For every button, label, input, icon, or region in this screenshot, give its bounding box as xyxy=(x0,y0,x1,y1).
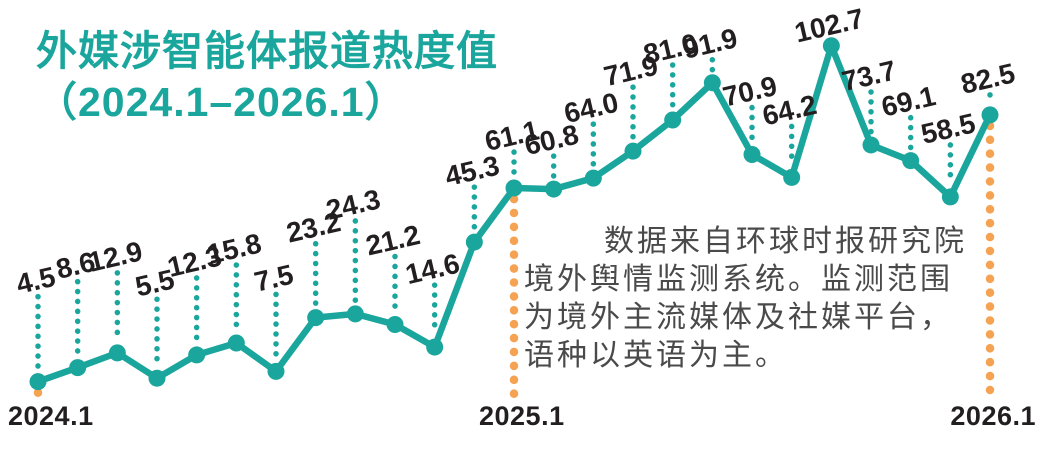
x-axis-label-2024: 2024.1 xyxy=(8,401,94,431)
data-point xyxy=(981,106,999,124)
data-point xyxy=(386,315,404,333)
title-line-1: 外媒涉智能体报道热度值 xyxy=(36,28,498,74)
annotation-line: 数据来自环球时报研究院 xyxy=(604,225,967,258)
data-point xyxy=(545,180,563,198)
source-annotation: 数据来自环球时报研究院 境外舆情监测系统。监测范围 为境外主流媒体及社媒平台， … xyxy=(524,223,994,375)
annotation-line: 语种以英语为主。 xyxy=(524,339,788,372)
data-point xyxy=(227,334,245,352)
data-point-label: 15.8 xyxy=(204,227,264,269)
x-axis-label-2026: 2026.1 xyxy=(950,401,1036,431)
data-point xyxy=(505,179,523,197)
data-point-label: 24.3 xyxy=(323,183,383,225)
data-point xyxy=(267,362,285,380)
annotation-line: 境外舆情监测系统。监测范围 xyxy=(524,263,953,296)
data-point xyxy=(108,344,126,362)
page-title: 外媒涉智能体报道热度值 （2024.1–2026.1） xyxy=(36,26,498,128)
data-point xyxy=(664,111,682,129)
data-point xyxy=(307,309,325,327)
data-point xyxy=(703,74,721,92)
annotation-line: 为境外主流媒体及社媒平台， xyxy=(524,301,953,334)
data-point xyxy=(862,136,880,154)
data-point xyxy=(783,168,801,186)
data-point xyxy=(743,146,761,164)
data-point-label: 4.5 xyxy=(13,261,58,300)
data-point-label: 14.6 xyxy=(402,248,462,290)
data-point xyxy=(188,346,206,364)
data-point xyxy=(69,359,87,377)
data-point xyxy=(584,169,602,187)
data-point xyxy=(29,373,47,391)
data-point-label: 64.0 xyxy=(561,87,621,129)
x-axis-label-2025: 2025.1 xyxy=(479,401,565,431)
data-point xyxy=(624,142,642,160)
data-point-label: 82.5 xyxy=(958,57,1018,99)
data-point xyxy=(822,37,840,55)
data-point-label: 7.5 xyxy=(251,259,296,298)
data-point xyxy=(346,305,364,323)
data-point xyxy=(148,369,166,387)
title-line-2: （2024.1–2026.1） xyxy=(36,79,407,125)
data-point xyxy=(902,152,920,170)
data-point-label: 21.2 xyxy=(363,219,423,261)
data-point xyxy=(426,338,444,356)
data-point-label: 58.5 xyxy=(918,107,978,149)
data-point xyxy=(465,233,483,251)
data-point xyxy=(941,188,959,206)
